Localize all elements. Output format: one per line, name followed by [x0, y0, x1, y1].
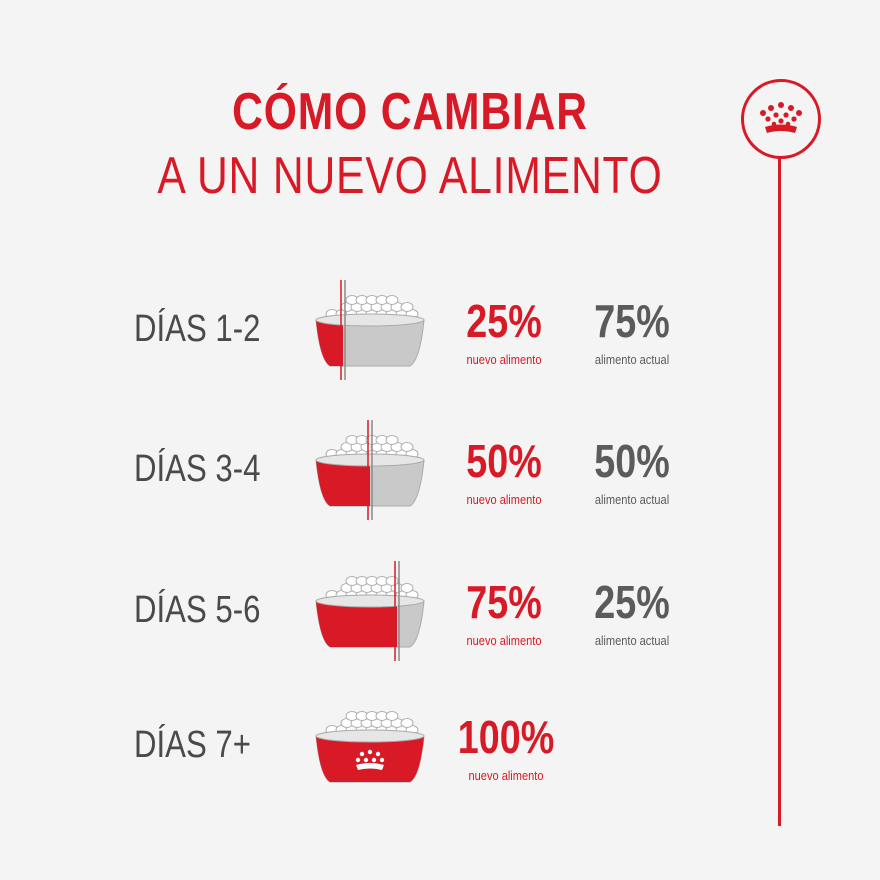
current-food-percent: 50% — [594, 435, 670, 487]
step-row: DÍAS 1-2 25% nuevo alimento 75% alimento… — [0, 272, 880, 382]
new-food-label: nuevo alimento — [466, 492, 542, 507]
bowl-rim — [315, 453, 425, 467]
new-food-percent: 25% — [466, 295, 542, 347]
new-food-percent: 75% — [466, 576, 542, 628]
timeline-line — [778, 154, 781, 826]
bowl-new-food — [316, 601, 397, 647]
bowl-rim — [315, 594, 425, 608]
food-bowl-icon — [315, 561, 425, 661]
step-row: DÍAS 3-4 50% nuevo alimento 50% alimento… — [0, 412, 880, 522]
step-days: DÍAS 7+ — [134, 724, 251, 766]
crown-icon — [760, 102, 802, 133]
bowl-crown-icon — [355, 749, 385, 770]
current-food-percent: 75% — [594, 295, 670, 347]
food-bowl-icon — [315, 711, 425, 783]
crown-badge — [741, 79, 821, 159]
bowl-new-food — [316, 320, 343, 366]
step-row: DÍAS 7+ 100% nuevo alimento — [0, 688, 880, 798]
step-days: DÍAS 1-2 — [134, 308, 261, 350]
new-food-label: nuevo alimento — [466, 352, 542, 367]
title-line-1: CÓMO CAMBIAR — [232, 83, 588, 141]
new-food-label: nuevo alimento — [466, 633, 542, 648]
bowl-new-food — [316, 460, 370, 506]
current-food-label: alimento actual — [594, 492, 670, 507]
new-food-percent: 50% — [466, 435, 542, 487]
bowl-new-food — [316, 736, 424, 782]
step-days: DÍAS 3-4 — [134, 448, 261, 490]
food-bowl-icon — [315, 420, 425, 520]
new-food-percent: 100% — [457, 711, 555, 763]
title-line-2: A UN NUEVO ALIMENTO — [157, 147, 663, 205]
page-title: CÓMO CAMBIAR A UN NUEVO ALIMENTO — [0, 82, 820, 206]
new-food-label: nuevo alimento — [468, 768, 544, 783]
step-days: DÍAS 5-6 — [134, 589, 261, 631]
bowl-rim — [315, 313, 425, 327]
current-food-label: alimento actual — [594, 352, 670, 367]
bowl-rim — [315, 729, 425, 743]
food-bowl-icon — [315, 280, 425, 380]
step-row: DÍAS 5-6 75% nuevo alimento 25% alimento… — [0, 553, 880, 663]
current-food-label: alimento actual — [594, 633, 670, 648]
current-food-percent: 25% — [594, 576, 670, 628]
